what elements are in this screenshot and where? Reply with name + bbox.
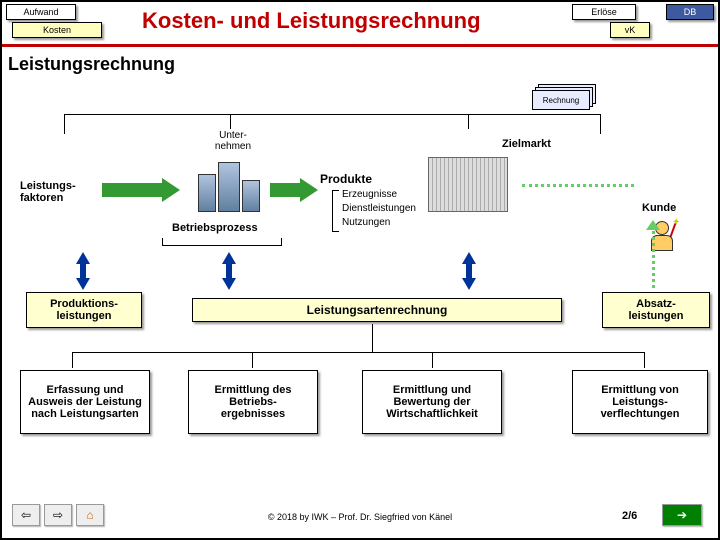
arrow-in-green — [102, 178, 180, 202]
produktionsleistungen-box: Produktions- leistungen — [26, 292, 142, 328]
section-title: Leistungsrechnung — [8, 54, 175, 75]
erlose-label: Erlöse — [591, 7, 617, 17]
copyright: © 2018 by IWK – Prof. Dr. Siegfried von … — [2, 512, 718, 522]
erlose-box: Erlöse — [572, 4, 636, 20]
kunde-label: Kunde — [642, 202, 676, 214]
prod-item-2: Nutzungen — [342, 216, 416, 230]
prod-item-0: Erzeugnisse — [342, 188, 416, 202]
page-title: Kosten- und Leistungsrechnung — [142, 8, 481, 34]
dotted-to-customer — [522, 184, 634, 187]
betriebsprozess-label: Betriebsprozess — [172, 222, 258, 234]
produkte-list: Erzeugnisse Dienstleistungen Nutzungen — [342, 188, 416, 230]
betriebsprozess-bracket — [162, 238, 282, 246]
vk-box: vK — [610, 22, 650, 38]
market-illustration — [428, 157, 508, 212]
absatzleistungen-box: Absatz- leistungen — [602, 292, 710, 328]
db-box: DB — [666, 4, 714, 20]
unternehmen-label: Unter- nehmen — [200, 130, 266, 152]
db-label: DB — [684, 7, 697, 17]
page-number: 2/6 — [622, 510, 637, 522]
kosten-box: Kosten — [12, 22, 102, 38]
dotted-vert-green — [652, 226, 655, 288]
produkte-label: Produkte — [320, 172, 372, 186]
zielmarkt-label: Zielmarkt — [502, 138, 551, 150]
bottom-box-3: Ermittlung von Leistungs- verflechtungen — [572, 370, 708, 434]
header: Aufwand Kosten Kosten- und Leistungsrech… — [2, 2, 718, 44]
leistungsfaktoren-label: Leistungs- faktoren — [20, 180, 100, 204]
bluearrow-1 — [76, 252, 90, 290]
arrow-mid-green — [270, 178, 318, 202]
bottom-box-0: Erfassung und Ausweis der Leistung nach … — [20, 370, 150, 434]
slide: Aufwand Kosten Kosten- und Leistungsrech… — [0, 0, 720, 540]
bluearrow-3 — [462, 252, 476, 290]
aufwand-box: Aufwand — [6, 4, 76, 20]
rechnung-label: Rechnung — [543, 96, 579, 105]
nav-forward-button[interactable]: ➔ — [662, 504, 702, 526]
kosten-label: Kosten — [43, 25, 71, 35]
company-illustration — [194, 157, 264, 212]
header-divider — [2, 44, 718, 47]
produkte-bracket — [332, 190, 338, 232]
dotted-arrowhead — [646, 220, 660, 230]
vk-label: vK — [625, 25, 636, 35]
bluearrow-2 — [222, 252, 236, 290]
bottom-box-1: Ermittlung des Betriebs- ergebnisses — [188, 370, 318, 434]
rechnung-stack: Rechnung — [532, 84, 600, 110]
aufwand-label: Aufwand — [23, 7, 58, 17]
prod-item-1: Dienstleistungen — [342, 202, 416, 216]
leistungsartenrechnung-box: Leistungsartenrechnung — [192, 298, 562, 322]
bottom-box-2: Ermittlung und Bewertung der Wirtschaftl… — [362, 370, 502, 434]
